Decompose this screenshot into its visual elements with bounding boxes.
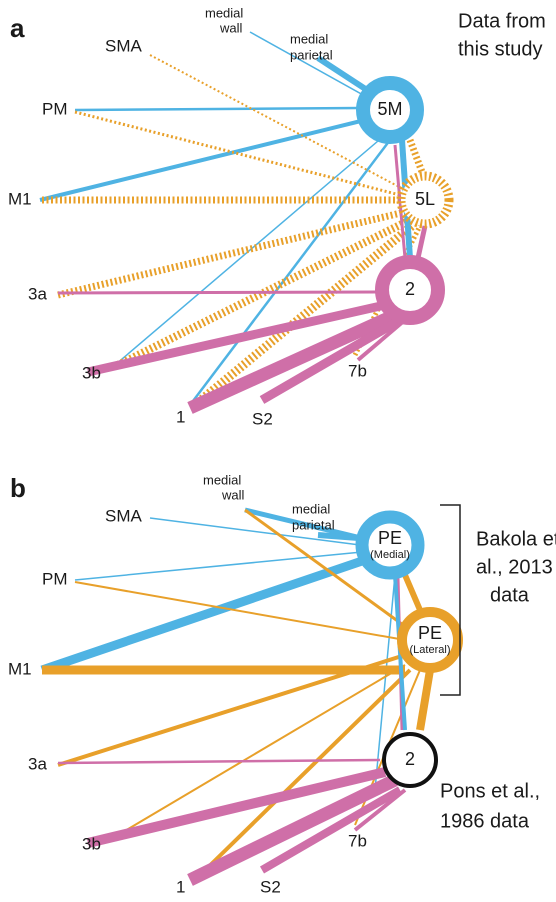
region: 3b [82, 363, 101, 382]
note: this study [458, 38, 542, 60]
region: parietal [292, 517, 335, 532]
node [355, 510, 425, 580]
region: SMA [105, 506, 143, 525]
region: 3a [28, 754, 47, 773]
region: S2 [252, 409, 273, 428]
region: M1 [8, 659, 32, 678]
note: Bakola et [476, 528, 556, 550]
connection [114, 134, 386, 366]
panel-label: b [10, 473, 26, 503]
connection [416, 669, 434, 731]
node [397, 607, 463, 673]
connection [187, 309, 398, 414]
connection [74, 581, 406, 641]
bracket [440, 504, 461, 696]
connection [86, 767, 387, 848]
connection [192, 221, 416, 409]
connection [189, 139, 391, 406]
region: 7b [348, 361, 367, 380]
connections [39, 31, 434, 886]
connection [40, 555, 367, 675]
region: S2 [260, 877, 281, 896]
connection [74, 110, 401, 197]
labels: a Data from this study medial wall media… [8, 5, 556, 896]
node-label: PE [378, 528, 402, 548]
connection [259, 786, 403, 874]
connection [374, 574, 396, 791]
node-label: 2 [405, 279, 415, 299]
connection [57, 208, 406, 299]
note: 1986 data [440, 810, 530, 832]
region: SMA [105, 36, 143, 55]
connection [117, 664, 406, 836]
connection [57, 290, 379, 295]
node-label: 2 [405, 749, 415, 769]
connection [149, 54, 406, 191]
note: Data from [458, 10, 546, 32]
connection [74, 106, 361, 112]
note: Pons et al., [440, 780, 540, 802]
note: al., 2013 [476, 556, 553, 578]
region: PM [42, 99, 68, 118]
connection [149, 517, 361, 546]
region: wall [219, 20, 243, 35]
region: parietal [290, 47, 333, 62]
connection [87, 300, 386, 377]
connection [244, 508, 411, 632]
node-sublabel: (Medial) [370, 549, 410, 561]
connection [74, 551, 363, 581]
node-sublabel: (Lateral) [410, 644, 451, 656]
node-label: 5M [377, 99, 402, 119]
node [382, 732, 438, 788]
connection [57, 758, 381, 765]
note: data [490, 584, 530, 606]
node [375, 255, 445, 325]
region: 1 [176, 877, 185, 896]
node-label: PE [418, 623, 442, 643]
region: medial [203, 472, 241, 487]
panel-label: a [10, 13, 25, 43]
region: M1 [8, 189, 32, 208]
connection [353, 788, 407, 832]
region: 7b [348, 831, 367, 850]
connection [57, 653, 406, 767]
connection [259, 316, 403, 404]
connection [193, 668, 412, 882]
node [356, 76, 424, 144]
region: PM [42, 569, 68, 588]
node-label: 5L [415, 189, 435, 209]
connection [406, 138, 426, 174]
region: medial [292, 501, 330, 516]
connection [402, 573, 423, 612]
node [396, 171, 454, 229]
region: 3b [82, 834, 101, 853]
region: 3a [28, 284, 47, 303]
connection [39, 118, 366, 202]
connection [415, 225, 428, 259]
connection [187, 774, 398, 886]
region: medial [290, 31, 328, 46]
connection [356, 318, 407, 362]
region: medial [205, 5, 243, 20]
region: 1 [176, 407, 185, 426]
region: wall [221, 487, 245, 502]
